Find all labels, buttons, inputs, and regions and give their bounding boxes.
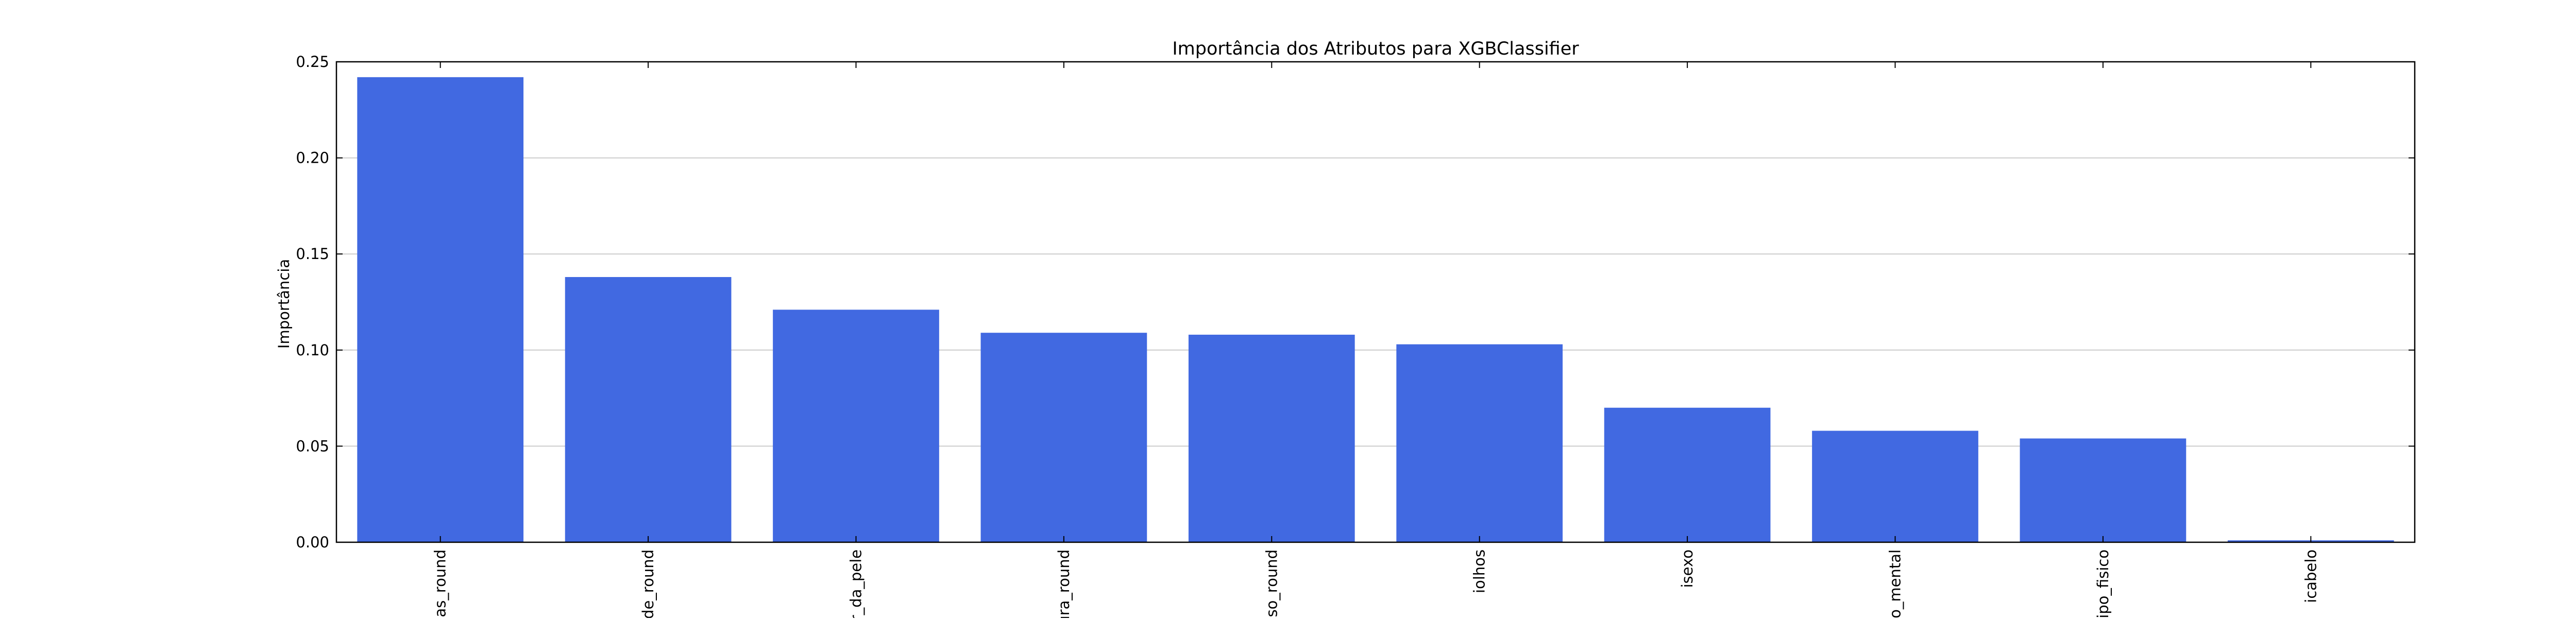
x-tick-label: r_da_pele [848, 549, 865, 618]
bar [565, 277, 732, 542]
x-tick-label: no_mental [1887, 549, 1904, 618]
x-tick-label: iolhos [1471, 549, 1488, 593]
x-axis: ias_round de_round r_da_pele ura_round eso_r… [432, 62, 2319, 620]
chart-title: Importância dos Atributos para XGBClassi… [1172, 39, 1579, 59]
plot-frame [335, 61, 2416, 543]
bar [773, 309, 939, 542]
bar [980, 333, 1147, 542]
y-tick-label: 0.20 [296, 149, 329, 167]
x-tick-label: icabelo [2302, 549, 2319, 603]
y-tick-label: 0.00 [296, 533, 329, 551]
x-tick-label: isexo [1679, 549, 1696, 588]
y-tick-label: 0.15 [296, 245, 329, 263]
bar [1812, 430, 1978, 542]
y-axis-label: Importância [275, 259, 293, 349]
x-tick-label: eso_round [1263, 549, 1280, 618]
x-tick-label: tipo_fisico [2094, 549, 2112, 618]
bar [1396, 344, 1563, 542]
x-tick-label: de_round [639, 549, 657, 618]
y-axis: 0.00 0.05 0.10 0.15 0.20 0.25 [296, 53, 2415, 551]
bar [357, 77, 524, 542]
x-tick-label: ias_round [432, 549, 449, 618]
y-tick-label: 0.05 [296, 437, 329, 455]
y-tick-label: 0.10 [296, 341, 329, 359]
x-tick-label: ura_round [1055, 549, 1073, 618]
bar [2020, 438, 2187, 542]
y-tick-label: 0.25 [296, 53, 329, 71]
plot-border [335, 61, 2416, 543]
bars [357, 77, 2394, 542]
bar [1188, 334, 1355, 542]
bar [1604, 407, 1771, 542]
